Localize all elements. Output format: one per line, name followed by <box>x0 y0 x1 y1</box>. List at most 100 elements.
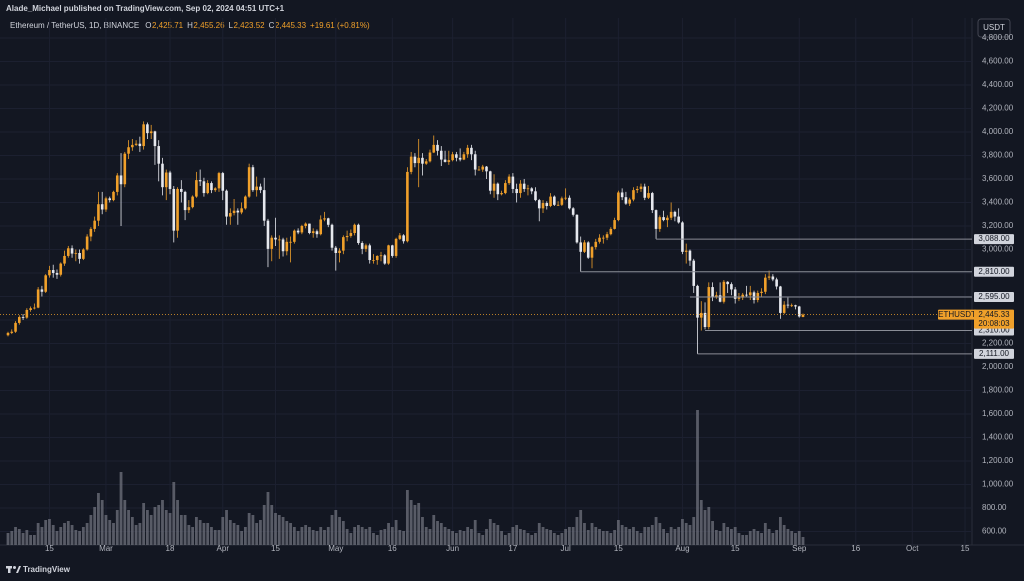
volume-bar <box>767 529 771 545</box>
volume-bar <box>394 520 398 545</box>
candle-body <box>225 190 228 217</box>
y-tick-label: 1,800.00 <box>982 386 1014 395</box>
candle-body <box>36 289 40 308</box>
volume-bar <box>112 523 115 545</box>
volume-bar <box>217 530 221 545</box>
candle-body <box>315 231 319 235</box>
volume-bar <box>206 523 210 545</box>
x-tick-label: Aug <box>675 544 689 553</box>
candle-body <box>349 233 353 236</box>
candle-body <box>504 183 507 194</box>
volume-bar <box>470 529 473 545</box>
candle-body <box>183 191 187 211</box>
candle-body <box>541 203 545 209</box>
x-tick-label: 16 <box>388 544 397 553</box>
volume-bar <box>383 529 387 545</box>
candle-body <box>432 144 436 153</box>
volume-bar <box>100 500 104 545</box>
x-tick-label: 15 <box>45 544 54 553</box>
candle-body <box>326 218 330 225</box>
volume-bar <box>778 517 782 545</box>
y-tick-label: 4,800.00 <box>982 33 1014 42</box>
volume-bar <box>292 527 296 545</box>
candle-body <box>391 245 394 256</box>
volume-bar <box>74 530 78 545</box>
volume-bar <box>632 527 635 545</box>
currency-button[interactable] <box>977 18 1011 38</box>
legend-symbol: Ethereum / TetherUS, 1D, BINANCE <box>10 21 139 30</box>
candle-body <box>93 220 96 229</box>
x-tick-label: 15 <box>271 544 280 553</box>
candle-body <box>319 219 323 235</box>
candle-body <box>764 277 767 292</box>
currency-label[interactable]: USDT <box>983 23 1005 32</box>
candle-body <box>560 198 564 205</box>
candle-body <box>775 279 778 287</box>
candle-body <box>353 224 356 234</box>
candle-body <box>628 199 631 204</box>
volume-bar <box>613 530 617 545</box>
volume-bar <box>579 510 583 545</box>
candle-body <box>654 210 658 229</box>
volume-bar <box>251 515 255 545</box>
candle-body <box>711 287 714 297</box>
candle-body <box>534 191 537 201</box>
level-label-box <box>974 266 1014 277</box>
volume-bar <box>507 533 511 545</box>
x-tick-label: Mar <box>99 544 113 553</box>
volume-bar <box>733 527 737 545</box>
volume-bar <box>699 500 703 545</box>
volume-bar <box>647 527 650 545</box>
candle-body <box>40 289 44 292</box>
volume-bar <box>311 530 315 545</box>
candle-body <box>609 228 613 235</box>
volume-bar <box>372 533 375 545</box>
volume-bar <box>669 527 673 545</box>
legend-value: 2,455.26 <box>193 21 225 30</box>
candle-body <box>247 167 251 197</box>
candle-body <box>666 217 669 221</box>
candle-body <box>244 196 247 209</box>
volume-bar <box>119 472 123 545</box>
volume-bar <box>500 531 503 545</box>
candle-body <box>108 198 112 201</box>
volume-bar <box>296 531 300 545</box>
volume-bar <box>594 527 598 545</box>
volume-bar <box>153 507 157 545</box>
candle-body <box>707 287 711 328</box>
volume-bar <box>330 515 334 545</box>
volume-bar <box>198 520 202 545</box>
volume-bar <box>662 529 665 545</box>
volume-bar <box>714 530 718 545</box>
level-label: 2,310.00 <box>978 326 1010 335</box>
volume-bar <box>665 533 669 545</box>
candle-body <box>730 284 733 290</box>
candle-body <box>330 224 334 248</box>
volume-bar <box>146 510 149 545</box>
volume-bar <box>115 510 119 545</box>
volume-bar <box>718 531 722 545</box>
candle-body <box>492 183 496 191</box>
volume-bar <box>85 523 89 545</box>
candle-body <box>688 250 692 261</box>
volume-bar <box>413 505 417 545</box>
volume-bar <box>564 529 568 545</box>
candle-body <box>51 270 55 273</box>
candle-body <box>74 252 78 254</box>
volume-bar <box>179 515 183 545</box>
candle-body <box>372 260 375 261</box>
volume-bar <box>225 510 228 545</box>
volume-bar <box>567 527 571 545</box>
candle-body <box>157 146 161 164</box>
volume-bar <box>503 535 507 545</box>
x-tick-label: 18 <box>166 544 175 553</box>
candle-body <box>33 307 36 309</box>
candle-body <box>409 156 413 172</box>
candle-body <box>402 235 405 242</box>
volume-bar <box>319 527 323 545</box>
y-tick-label: 3,600.00 <box>982 174 1014 183</box>
candle-body <box>522 183 526 189</box>
volume-bar <box>556 535 560 545</box>
candle-body <box>255 186 258 191</box>
candle-body <box>451 154 454 161</box>
